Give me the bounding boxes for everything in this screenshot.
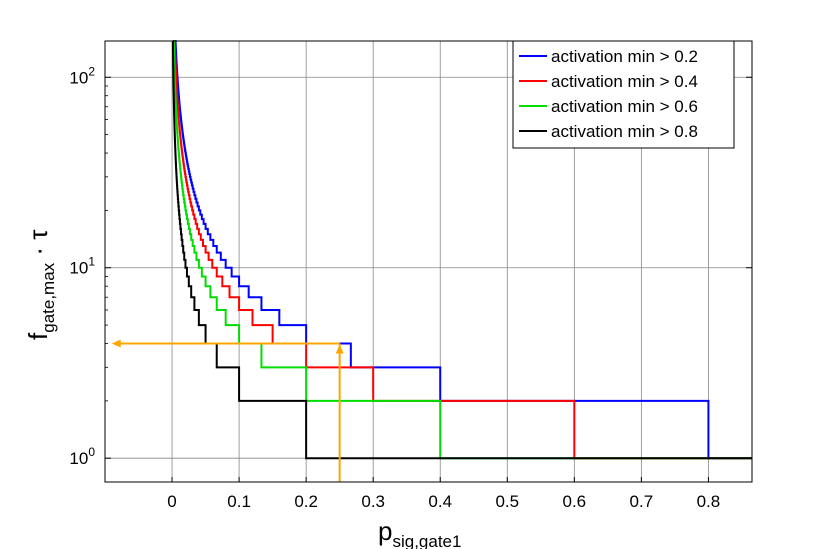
x-axis-ticks: 0 0.1 0.2 0.3 0.4 0.5 0.6 0.7 0.8 [167, 477, 720, 511]
y-axis-label-main: f [23, 332, 53, 340]
annotation-arrowhead-up [335, 344, 344, 354]
y-axis-ticks: 100 101 102 [69, 64, 752, 468]
x-tick-label-0: 0 [167, 492, 176, 511]
plot-frame [104, 40, 753, 483]
legend-label-0: activation min > 0.2 [551, 47, 698, 66]
series-line-3 [171, 40, 752, 460]
legend-entry-2: activation min > 0.6 [519, 97, 698, 116]
series-layer [171, 40, 752, 460]
x-tick-label-1: 0.1 [227, 492, 251, 511]
y-tick-label-0: 100 [69, 445, 95, 468]
y-axis-label-suffix: · τ [23, 229, 53, 263]
x-axis-label: psig,gate1 [378, 516, 461, 549]
x-axis-label-sub: sig,gate1 [392, 532, 461, 549]
annotation-layer [111, 339, 344, 482]
series-line-2 [172, 40, 752, 460]
legend-entry-1: activation min > 0.4 [519, 72, 698, 91]
y-axis-label: fgate,max · τ [23, 229, 58, 340]
legend-label-3: activation min > 0.8 [551, 122, 698, 141]
x-tick-label-4: 0.4 [428, 492, 452, 511]
x-axis-label-main: p [378, 516, 392, 546]
x-tick-label-6: 0.6 [563, 492, 587, 511]
legend-label-2: activation min > 0.6 [551, 97, 698, 116]
legend-label-1: activation min > 0.4 [551, 72, 698, 91]
legend: activation min > 0.2 activation min > 0.… [512, 40, 735, 149]
legend-entry-3: activation min > 0.8 [519, 122, 698, 141]
y-axis-label-sub: gate,max [39, 262, 58, 332]
x-tick-label-3: 0.3 [361, 492, 385, 511]
legend-box [512, 40, 735, 149]
legend-entry-0: activation min > 0.2 [519, 47, 698, 66]
y-tick-label-2: 102 [69, 64, 95, 87]
x-tick-label-8: 0.8 [697, 492, 721, 511]
x-tick-label-7: 0.7 [630, 492, 654, 511]
x-tick-label-2: 0.2 [294, 492, 318, 511]
annotation-arrowhead-left [111, 339, 121, 348]
y-tick-label-1: 101 [69, 255, 95, 278]
series-line-1 [173, 40, 752, 460]
x-tick-label-5: 0.5 [495, 492, 519, 511]
